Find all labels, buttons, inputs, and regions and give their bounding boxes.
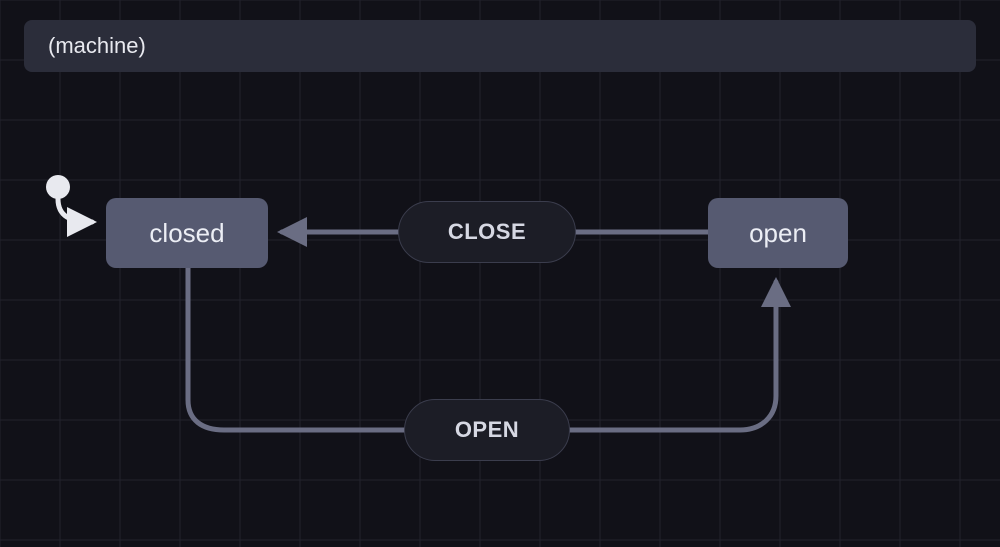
state-label: closed xyxy=(149,218,224,249)
event-label: OPEN xyxy=(455,417,519,443)
state-node-closed[interactable]: closed xyxy=(106,198,268,268)
event-pill-close[interactable]: CLOSE xyxy=(398,201,576,263)
machine-header[interactable]: (machine) xyxy=(24,20,976,72)
diagram-canvas[interactable] xyxy=(0,0,1000,547)
event-label: CLOSE xyxy=(448,219,526,245)
machine-title: (machine) xyxy=(48,33,146,59)
initial-state-marker xyxy=(46,175,70,199)
state-label: open xyxy=(749,218,807,249)
event-pill-open[interactable]: OPEN xyxy=(404,399,570,461)
state-node-open[interactable]: open xyxy=(708,198,848,268)
